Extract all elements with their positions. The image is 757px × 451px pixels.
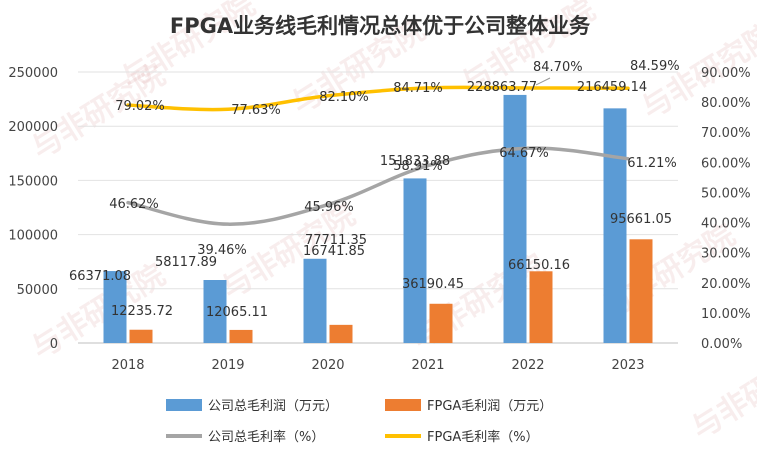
x-axis-tick-label: 2018	[111, 358, 144, 373]
company-gross-profit-bar	[403, 178, 427, 343]
fpga-gross-profit-bar	[629, 239, 653, 343]
bars	[103, 94, 653, 343]
gridlines	[78, 71, 678, 344]
data-label: 216459.14	[577, 80, 647, 95]
data-label: 77.63%	[231, 103, 281, 118]
data-label: 66150.16	[508, 258, 570, 273]
data-label: 84.59%	[630, 59, 680, 74]
data-label: 151833.88	[380, 154, 450, 169]
legend: 公司总毛利润（万元） FPGA毛利润（万元） 公司总毛利率（%） FPGA毛利率（%）	[166, 399, 552, 445]
data-label: 36190.45	[402, 277, 464, 292]
company-gross-profit-bar	[203, 280, 227, 343]
data-label: 12235.72	[111, 304, 173, 319]
data-label: 64.67%	[499, 146, 549, 161]
data-label: 66371.08	[69, 269, 131, 284]
left-axis-tick-label: 50000	[17, 283, 58, 298]
x-axis-tick-label: 2019	[211, 358, 244, 373]
right-axis-tick-label: 30.00%	[701, 247, 751, 262]
data-label: 39.46%	[197, 243, 247, 258]
data-label: 16741.85	[303, 244, 365, 259]
lines	[126, 77, 630, 226]
chart-title: FPGA业务线毛利情况总体优于公司整体业务	[170, 14, 591, 38]
data-label: 46.62%	[109, 197, 159, 212]
data-label: 82.10%	[319, 90, 369, 105]
data-label: 61.21%	[627, 156, 677, 171]
data-label: 77711.35	[305, 233, 367, 248]
left-axis-tick-label: 150000	[8, 174, 58, 189]
data-label: 228863.77	[467, 80, 537, 95]
company-gross-profit-bar	[503, 94, 527, 343]
data-label: 84.70%	[533, 60, 583, 75]
data-labels: 66371.08 58117.89 77711.35 151833.88 228863.…	[69, 59, 680, 320]
fpga-gross-margin-line	[126, 85, 630, 112]
left-axis-tick-label: 0	[50, 337, 58, 352]
right-axis-tick-label: 40.00%	[701, 217, 751, 232]
right-axis-tick-label: 20.00%	[701, 277, 751, 292]
legend-swatch	[385, 399, 421, 411]
fpga-gross-profit-bar	[529, 271, 553, 343]
company-gross-profit-bar	[103, 271, 127, 343]
data-label: 45.96%	[304, 200, 354, 215]
company-gross-profit-bar	[603, 108, 627, 343]
fpga-gross-profit-bar	[229, 329, 253, 343]
legend-label: FPGA毛利率（%）	[427, 429, 539, 445]
x-axis-tick-label: 2023	[611, 358, 644, 373]
legend-label: 公司总毛利润（万元）	[208, 399, 338, 414]
legend-label: FPGA毛利润（万元）	[427, 399, 552, 414]
fpga-gross-profit-bar	[129, 329, 153, 343]
company-gross-profit-bar	[303, 258, 327, 343]
right-axis-tick-label: 0.00%	[701, 337, 742, 352]
watermark-text: 与非研究院	[686, 338, 757, 447]
right-axis-tick-label: 90.00%	[701, 66, 751, 81]
x-axis-tick-label: 2022	[511, 358, 544, 373]
legend-label: 公司总毛利率（%）	[208, 429, 324, 445]
left-axis-tick-label: 250000	[8, 66, 58, 81]
fpga-gross-profit-bar	[329, 324, 353, 343]
legend-swatch	[166, 399, 202, 411]
company-gross-margin-line	[126, 146, 630, 226]
fpga-gross-profit-bar	[429, 303, 453, 343]
right-axis-tick-label: 10.00%	[701, 307, 751, 322]
right-axis-tick-label: 50.00%	[701, 186, 751, 201]
data-label: 12065.11	[206, 305, 268, 320]
data-label: 58.91%	[393, 159, 443, 174]
left-axis-tick-label: 200000	[8, 120, 58, 135]
label-leader-line	[535, 77, 551, 86]
right-axis-tick-label: 70.00%	[701, 126, 751, 141]
data-label: 95661.05	[610, 212, 672, 227]
left-axis-tick-label: 100000	[8, 229, 58, 244]
right-axis-tick-label: 60.00%	[701, 156, 751, 171]
x-axis-tick-label: 2020	[311, 358, 344, 373]
data-label: 84.71%	[393, 81, 443, 96]
data-label: 58117.89	[155, 255, 217, 270]
right-axis-tick-label: 80.00%	[701, 96, 751, 111]
x-axis-tick-label: 2021	[411, 358, 444, 373]
axis-ticks: 0 50000 100000 150000 200000 250000 0.00% 10.00…	[8, 66, 750, 373]
data-label: 79.02%	[115, 99, 165, 114]
